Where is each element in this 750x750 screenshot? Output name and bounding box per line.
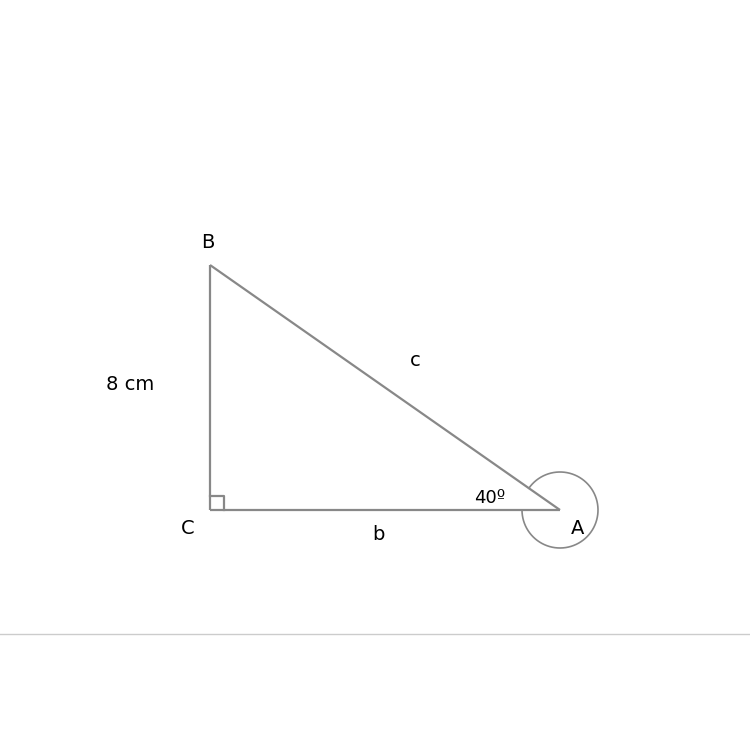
Text: 8 cm: 8 cm bbox=[106, 376, 154, 394]
Text: b: b bbox=[372, 526, 384, 544]
Text: B: B bbox=[201, 233, 214, 253]
Text: 40º: 40º bbox=[474, 489, 506, 507]
Text: c: c bbox=[410, 350, 420, 370]
Text: C: C bbox=[182, 518, 195, 538]
Text: A: A bbox=[572, 518, 585, 538]
